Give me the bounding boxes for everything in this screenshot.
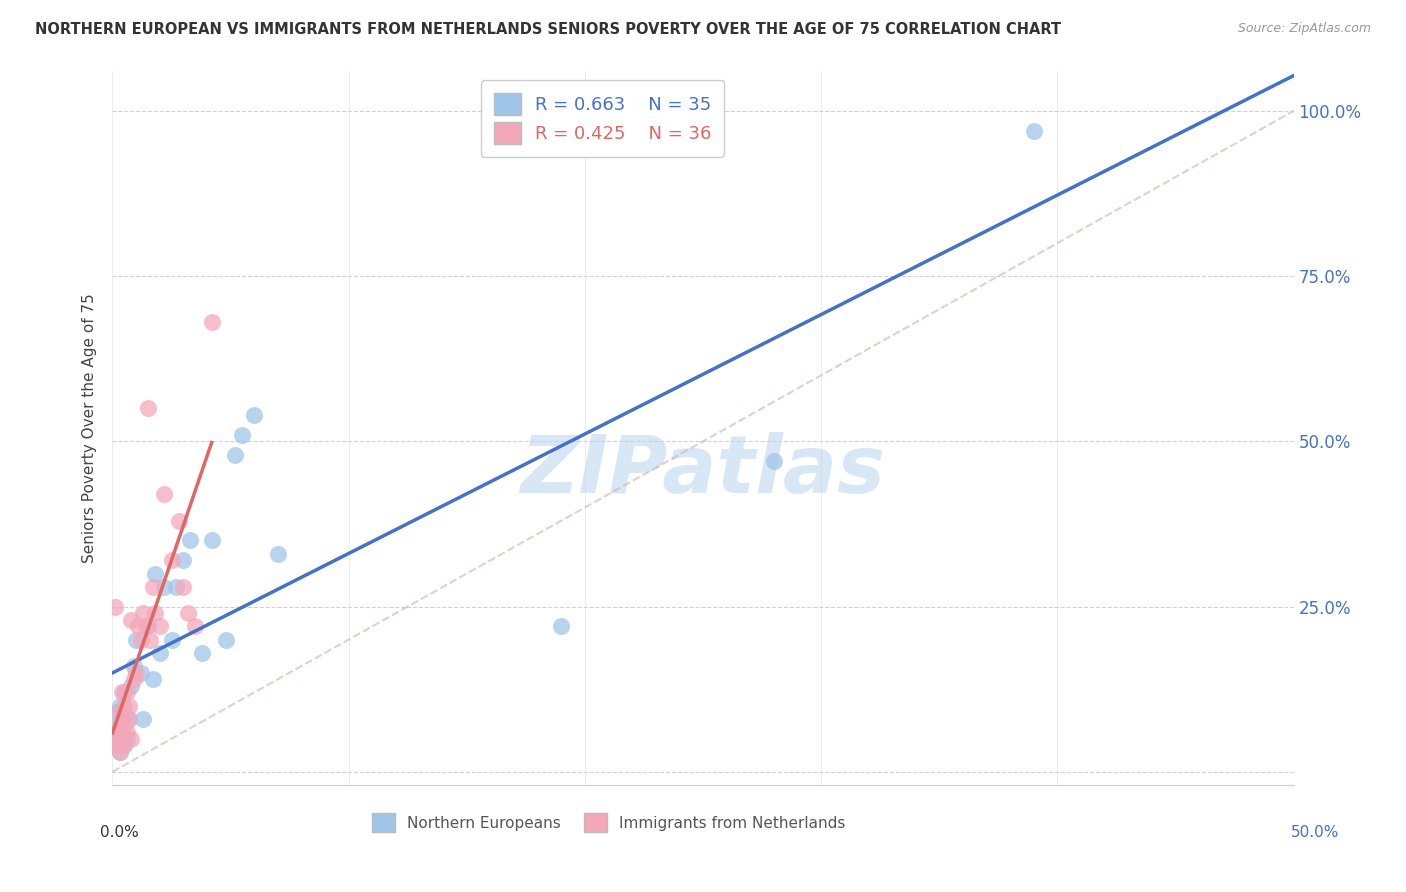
Point bbox=[104, 739, 127, 753]
Point bbox=[762, 454, 785, 468]
Point bbox=[112, 718, 135, 732]
Point bbox=[111, 731, 134, 746]
Point bbox=[243, 408, 266, 422]
Point bbox=[122, 672, 145, 686]
Point bbox=[201, 533, 224, 548]
Point bbox=[136, 619, 159, 633]
Point bbox=[550, 619, 572, 633]
Point bbox=[129, 632, 152, 647]
Point bbox=[105, 731, 128, 746]
Point bbox=[136, 401, 159, 416]
Point bbox=[165, 580, 187, 594]
Point bbox=[112, 739, 135, 753]
Point bbox=[135, 619, 157, 633]
Point bbox=[115, 685, 138, 699]
Point bbox=[267, 547, 290, 561]
Point bbox=[231, 427, 253, 442]
Point bbox=[149, 619, 172, 633]
Point bbox=[1022, 124, 1045, 138]
Point bbox=[105, 706, 128, 720]
Point bbox=[108, 698, 131, 713]
Point bbox=[160, 632, 183, 647]
Point bbox=[108, 745, 131, 759]
Point bbox=[201, 315, 224, 329]
Point bbox=[153, 487, 176, 501]
Point bbox=[132, 712, 155, 726]
Point bbox=[118, 712, 141, 726]
Point bbox=[142, 580, 165, 594]
Point bbox=[184, 619, 207, 633]
Point bbox=[142, 672, 165, 686]
Point bbox=[115, 731, 138, 746]
Point bbox=[167, 514, 190, 528]
Point bbox=[125, 632, 148, 647]
Point bbox=[132, 606, 155, 620]
Point bbox=[112, 685, 135, 699]
Point bbox=[118, 712, 141, 726]
Point bbox=[105, 731, 128, 746]
Point bbox=[112, 739, 135, 753]
Point bbox=[108, 718, 131, 732]
Point bbox=[143, 606, 166, 620]
Point bbox=[105, 725, 128, 739]
Text: ZIPatlas: ZIPatlas bbox=[520, 432, 886, 510]
Point bbox=[111, 685, 134, 699]
Point bbox=[104, 718, 127, 732]
Y-axis label: Seniors Poverty Over the Age of 75: Seniors Poverty Over the Age of 75 bbox=[82, 293, 97, 563]
Point bbox=[172, 553, 194, 567]
Point bbox=[172, 580, 194, 594]
Point bbox=[111, 712, 134, 726]
Point bbox=[120, 731, 142, 746]
Point bbox=[153, 580, 176, 594]
Point bbox=[143, 566, 166, 581]
Point bbox=[191, 646, 214, 660]
Point bbox=[179, 533, 201, 548]
Text: NORTHERN EUROPEAN VS IMMIGRANTS FROM NETHERLANDS SENIORS POVERTY OVER THE AGE OF: NORTHERN EUROPEAN VS IMMIGRANTS FROM NET… bbox=[35, 22, 1062, 37]
Point bbox=[129, 665, 152, 680]
Point bbox=[139, 632, 162, 647]
Text: 50.0%: 50.0% bbox=[1291, 825, 1339, 840]
Point bbox=[118, 698, 141, 713]
Point bbox=[149, 646, 172, 660]
Point bbox=[104, 739, 127, 753]
Point bbox=[125, 665, 148, 680]
Legend: Northern Europeans, Immigrants from Netherlands: Northern Europeans, Immigrants from Neth… bbox=[366, 807, 851, 838]
Point bbox=[215, 632, 238, 647]
Point bbox=[177, 606, 200, 620]
Point bbox=[127, 619, 149, 633]
Point bbox=[115, 725, 138, 739]
Point bbox=[122, 659, 145, 673]
Text: Source: ZipAtlas.com: Source: ZipAtlas.com bbox=[1237, 22, 1371, 36]
Point bbox=[112, 698, 135, 713]
Text: 0.0%: 0.0% bbox=[100, 825, 139, 840]
Point bbox=[160, 553, 183, 567]
Point bbox=[120, 679, 142, 693]
Point bbox=[108, 745, 131, 759]
Point bbox=[120, 613, 142, 627]
Point bbox=[108, 706, 131, 720]
Point bbox=[104, 599, 127, 614]
Point bbox=[224, 448, 246, 462]
